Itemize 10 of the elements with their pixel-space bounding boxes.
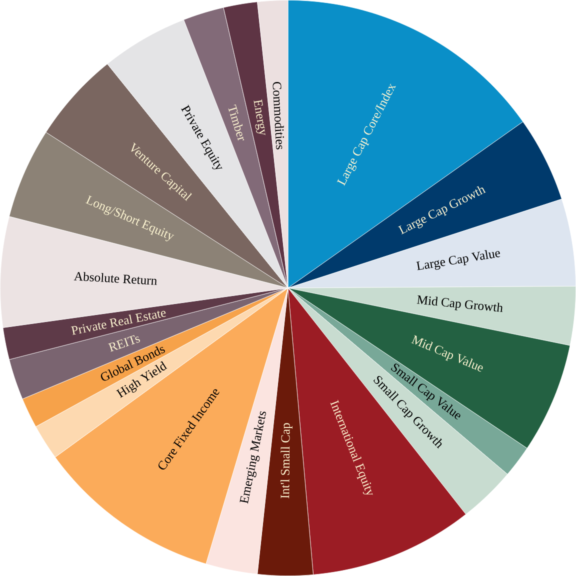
slice-label: Energy — [254, 99, 266, 136]
slice-label: Mid Cap Growth — [416, 295, 502, 312]
slice-label: Timber — [228, 104, 244, 141]
slice-label: Large Cap Value — [416, 250, 500, 270]
slice-label: Absolute Return — [74, 272, 157, 285]
slice-label: Emerging Markets — [240, 411, 266, 504]
slice-label: Commodities — [272, 82, 284, 150]
slice-label: Private Real Estate — [70, 310, 166, 335]
slice-label: Int'l Small Cap — [280, 423, 292, 498]
slice-label: Mid Cap Value — [411, 335, 483, 372]
